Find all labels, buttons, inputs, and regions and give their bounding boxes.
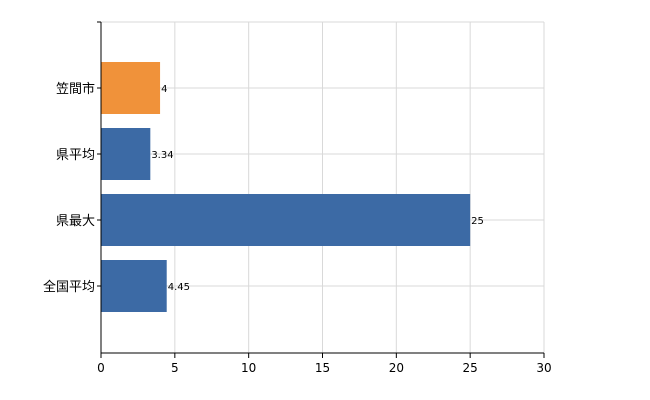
x-tick-label: 15	[315, 361, 330, 375]
x-tick-label: 10	[241, 361, 256, 375]
x-tick-label: 5	[171, 361, 179, 375]
grid-lines	[101, 21, 545, 353]
bar	[101, 194, 471, 246]
data-label: 25	[471, 216, 484, 227]
category-label: 県最大	[56, 214, 95, 229]
bar	[101, 260, 167, 312]
x-tick-label: 20	[389, 361, 404, 375]
bar	[101, 128, 151, 180]
data-label: 4.45	[168, 282, 190, 293]
category-label: 県平均	[56, 148, 95, 163]
bar	[101, 62, 161, 114]
data-label: 3.34	[151, 150, 173, 161]
x-tick-label: 30	[536, 361, 551, 375]
category-label: 笠間市	[56, 81, 95, 97]
data-label: 4	[161, 84, 167, 95]
axes	[97, 21, 545, 358]
x-tick-label: 25	[463, 361, 478, 375]
x-tick-label: 0	[97, 361, 105, 375]
category-label: 全国平均	[43, 279, 95, 295]
bars	[101, 62, 471, 312]
